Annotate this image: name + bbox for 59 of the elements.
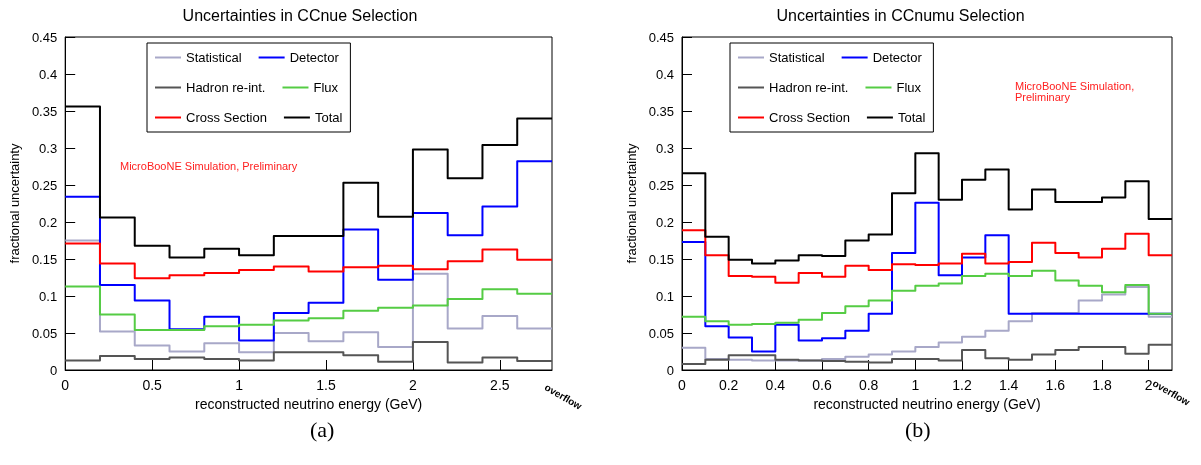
legend-label: Cross Section (186, 110, 267, 125)
x-tick-label: 0.8 (858, 377, 879, 393)
legend-label: Hadron re-int. (186, 80, 266, 95)
x-tick-label: 2 (409, 377, 418, 393)
y-axis-title: fractional uncertainty (7, 143, 22, 264)
x-axis-title: reconstructed neutrino energy (GeV) (194, 395, 423, 412)
y-tick-label: 0.2 (39, 214, 58, 230)
x-axis-title: reconstructed neutrino energy (GeV) (813, 395, 1041, 412)
y-tick-label: 0.05 (648, 325, 674, 341)
y-tick-label: 0.15 (31, 251, 58, 267)
x-tick-label: 1.5 (316, 377, 336, 393)
y-tick-label: 0.4 (39, 66, 58, 82)
legend-label: Detector (289, 50, 340, 65)
y-tick-label: 0 (49, 362, 58, 378)
legend-label: Flux (313, 80, 339, 95)
x-tick-label: 1.4 (998, 377, 1019, 393)
x-tick-label: 0.5 (142, 377, 163, 393)
y-tick-label: 0.25 (31, 177, 58, 193)
x-tick-label: 1.2 (952, 377, 972, 393)
legend-label: Statistical (186, 50, 242, 65)
y-tick-label: 0.4 (655, 66, 674, 82)
y-tick-label: 0.3 (655, 140, 674, 156)
x-tick-label: 0 (678, 377, 687, 393)
x-tick-label: 0.2 (718, 377, 739, 393)
y-tick-label: 0.25 (648, 177, 674, 193)
y-tick-label: 0.1 (39, 288, 58, 304)
legend-label: Statistical (769, 50, 825, 65)
legend-label: Flux (896, 80, 922, 95)
legend-label: Detector (872, 50, 923, 65)
annotation: MicroBooNE Simulation, Preliminary (120, 159, 298, 172)
y-tick-label: 0.45 (31, 29, 58, 45)
x-tick-label: 0.6 (812, 377, 832, 393)
x-tick-label: 2.5 (490, 377, 510, 393)
y-tick-label: 0.45 (648, 29, 674, 45)
legend-label: Hadron re-int. (769, 80, 849, 95)
chart-title: Uncertainties in CCnumu Selection (776, 6, 1025, 24)
legend-label: Cross Section (769, 110, 850, 125)
legend-label: Total (314, 110, 343, 125)
y-tick-label: 0.35 (31, 103, 58, 119)
y-axis-title: fractional uncertainty (623, 143, 639, 264)
y-tick-label: 0.1 (655, 288, 674, 304)
y-tick-label: 0.2 (655, 214, 674, 230)
chart-title: Uncertainties in CCnue Selection (182, 6, 418, 24)
y-tick-label: 0.05 (31, 325, 58, 341)
x-tick-label: 0 (61, 377, 70, 393)
y-tick-label: 0.15 (648, 251, 674, 267)
legend-label: Total (897, 110, 926, 125)
x-tick-label: 1 (235, 377, 244, 393)
x-tick-label: 1.8 (1092, 377, 1112, 393)
x-tick-label: 1 (911, 377, 920, 393)
y-tick-label: 0 (666, 362, 674, 378)
text: (a) (310, 416, 335, 442)
y-tick-label: 0.3 (39, 140, 58, 156)
y-tick-label: 0.35 (648, 103, 674, 119)
text: (b) (905, 416, 931, 442)
x-tick-label: 0.4 (765, 377, 786, 393)
annotation: MicroBooNE Simulation, Preliminary (1015, 79, 1138, 103)
x-tick-label: 2 (1144, 377, 1153, 393)
x-tick-label: 1.6 (1045, 377, 1066, 393)
